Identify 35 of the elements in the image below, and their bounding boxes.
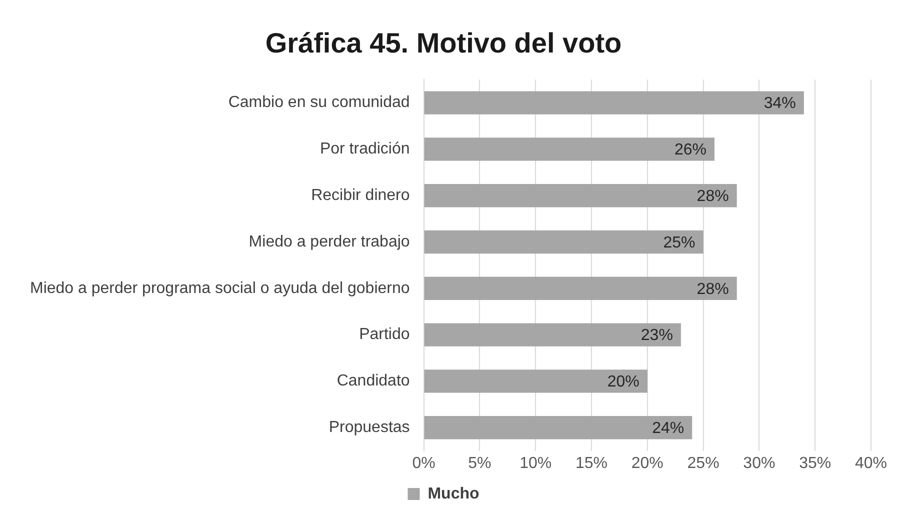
bar	[424, 184, 737, 208]
x-tick-label: 25%	[687, 454, 720, 472]
bar	[424, 370, 648, 393]
y-tick-label: Miedo a perder programa social o ayuda del gobierno	[30, 280, 410, 297]
y-tick-label: Propuestas	[328, 419, 410, 436]
x-tick-label: 20%	[631, 454, 664, 472]
bar	[424, 230, 704, 254]
data-label: 28%	[696, 188, 729, 206]
data-label: 26%	[674, 142, 706, 159]
data-label: 28%	[696, 280, 729, 298]
chart-title: Gráfica 45. Motivo del voto	[265, 28, 622, 59]
data-label: 25%	[663, 234, 696, 252]
y-tick-label: Por tradición	[320, 140, 410, 158]
x-tick-label: 40%	[854, 454, 888, 472]
legend-label: Mucho	[428, 485, 480, 502]
x-tick-label: 5%	[468, 454, 492, 472]
x-tick-label: 10%	[520, 454, 552, 472]
x-tick-label: 35%	[799, 454, 832, 472]
y-tick-label: Miedo a perder trabajo	[248, 233, 410, 250]
x-tick-label: 15%	[575, 454, 608, 472]
data-label: 24%	[652, 420, 684, 438]
data-label: 34%	[764, 95, 796, 112]
bar	[424, 91, 804, 114]
y-tick-label: Recibir dinero	[311, 187, 410, 204]
x-tick-label: 0%	[412, 454, 436, 472]
x-tick-label: 30%	[743, 454, 776, 472]
bar	[424, 276, 737, 300]
y-tick-label: Candidato	[336, 372, 410, 390]
bar	[424, 323, 681, 346]
y-tick-label: Partido	[359, 326, 410, 344]
y-tick-label: Cambio en su comunidad	[228, 94, 410, 112]
data-label: 23%	[640, 327, 673, 344]
bar	[424, 416, 692, 440]
data-label: 20%	[607, 374, 640, 391]
bar	[424, 138, 714, 161]
